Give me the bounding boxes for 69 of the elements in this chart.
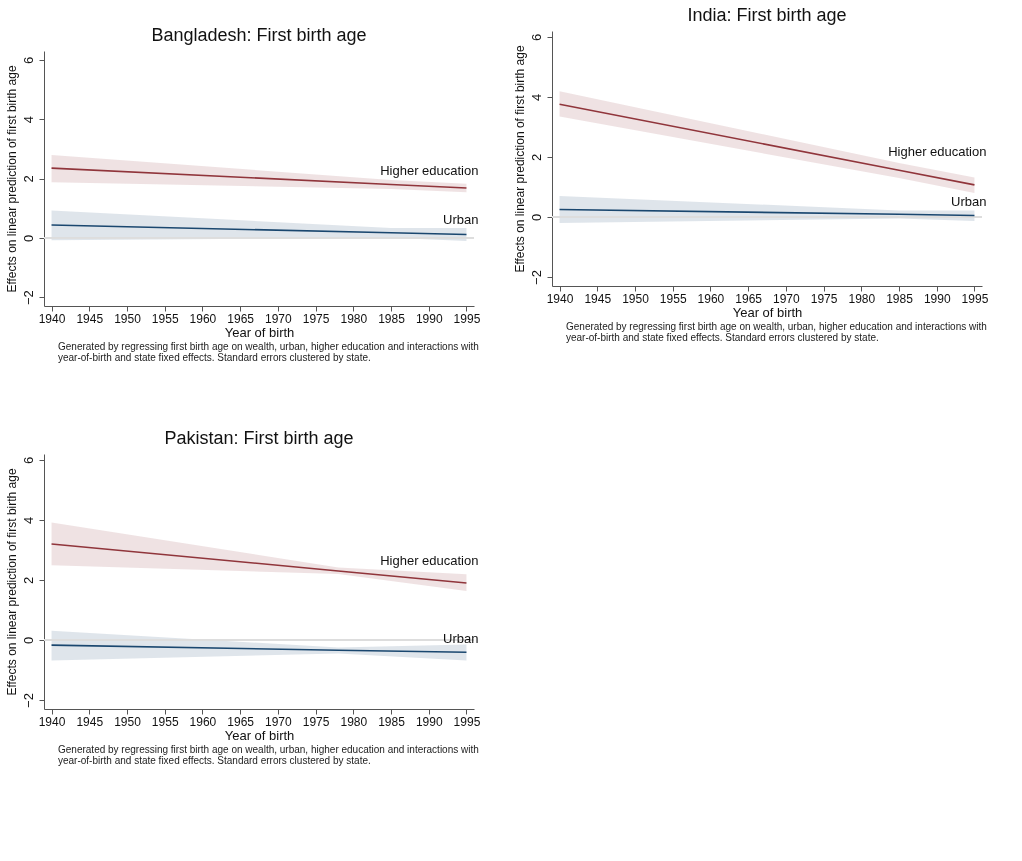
x-tick-label: 1960 [189,311,217,326]
x-tick-label: 1980 [340,714,368,729]
y-tick-label: 4 [20,116,36,124]
x-tick-label: 1995 [961,291,989,306]
x-tick-label: 1940 [38,311,66,326]
y-tick-label: 0 [20,234,36,242]
x-tick-label: 1970 [265,311,293,326]
y-tick-label: 6 [528,33,544,42]
text: Generated by regressing first birth age on wealth, urban, higher education and interactions with year-of-birth and state fixed effects. Standard errors clustered by state. [58,341,480,363]
y-axis-title: Effects on linear prediction of first birth age [512,45,527,273]
x-axis-title: Year of birth [224,324,295,340]
x-tick-label: 1955 [659,291,687,306]
x-tick-label: 1985 [886,291,914,306]
y-axis-title: Effects on linear prediction of first birth age [4,468,19,696]
y-tick-label: 2 [20,175,36,183]
text: Generated by regressing first birth age on wealth, urban, higher education and interactions with year-of-birth and state fixed effects. Standard errors clustered by state. [58,744,480,766]
x-tick-label: 1985 [378,311,406,326]
x-tick-label: 1960 [697,291,725,306]
x-tick-label: 1970 [265,714,293,729]
x-tick-label: 1960 [189,714,217,729]
y-tick-label: 4 [20,516,36,525]
y-tick-label: 6 [20,456,36,465]
x-tick-label: 1985 [378,714,406,729]
y-tick-label: 2 [20,576,36,585]
y-tick-label: 6 [20,56,36,65]
y-tick-label: −2 [528,270,544,285]
series-label: Higher education [380,162,479,178]
x-tick-label: 1990 [415,311,443,326]
x-tick-label: 1940 [38,714,66,729]
x-tick-label: 1990 [415,714,443,729]
x-tick-label: 1945 [76,311,104,326]
series-label: Urban [443,212,479,228]
x-tick-label: 1965 [735,291,763,306]
text: Generated by regressing first birth age on wealth, urban, higher education and interactions with year-of-birth and state fixed effects. Standard errors clustered by state. [566,321,988,343]
x-tick-label: 1980 [340,311,368,326]
series-label: Urban [951,193,987,209]
y-tick-label: 0 [528,213,544,222]
x-tick-label: 1950 [114,714,142,729]
x-tick-label: 1975 [302,311,330,326]
x-tick-label: 1945 [76,714,104,729]
chart-title: Bangladesh: First birth age [151,25,367,45]
series-label: Higher education [380,553,479,569]
x-tick-label: 1995 [453,714,481,729]
x-axis-title: Year of birth [732,304,803,320]
x-tick-label: 1965 [227,311,255,326]
y-tick-label: 0 [20,636,36,645]
x-tick-label: 1975 [810,291,838,306]
x-tick-label: 1995 [453,311,481,326]
y-axis-title: Effects on linear prediction of first birth age [4,65,19,293]
x-tick-label: 1990 [923,291,951,306]
y-tick-label: 2 [528,153,544,162]
x-tick-label: 1965 [227,714,255,729]
y-tick-label: 4 [528,93,544,102]
x-tick-label: 1955 [151,714,179,729]
x-tick-label: 1950 [622,291,650,306]
x-tick-label: 1975 [302,714,330,729]
x-tick-label: 1950 [114,311,142,326]
series-label: Higher education [888,144,987,160]
x-tick-label: 1945 [584,291,612,306]
x-tick-label: 1970 [773,291,801,306]
x-tick-label: 1955 [151,311,179,326]
y-tick-label: −2 [20,290,36,306]
x-tick-label: 1940 [546,291,574,306]
chart-title: India: First birth age [687,5,847,25]
series-label: Urban [443,630,479,646]
x-tick-label: 1980 [848,291,876,306]
y-tick-label: −2 [20,693,36,708]
chart-title: Pakistan: First birth age [164,428,354,448]
x-axis-title: Year of birth [224,727,295,743]
